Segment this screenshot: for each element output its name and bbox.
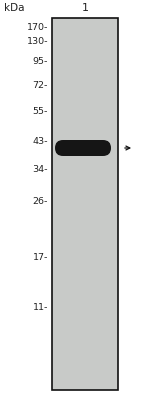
Text: 72-: 72-	[33, 80, 48, 90]
Text: 95-: 95-	[33, 58, 48, 66]
Text: kDa: kDa	[4, 3, 24, 13]
Text: 34-: 34-	[33, 166, 48, 174]
Bar	[52, 18, 118, 390]
Text: 130-: 130-	[26, 38, 48, 46]
Text: 170-: 170-	[27, 24, 48, 32]
Text: 26-: 26-	[33, 198, 48, 206]
FancyBboxPatch shape	[55, 140, 111, 156]
Text: 17-: 17-	[33, 254, 48, 262]
Text: 55-: 55-	[33, 108, 48, 116]
Text: 43-: 43-	[33, 138, 48, 146]
Text: 1: 1	[82, 3, 89, 13]
Text: 11-: 11-	[33, 304, 48, 312]
